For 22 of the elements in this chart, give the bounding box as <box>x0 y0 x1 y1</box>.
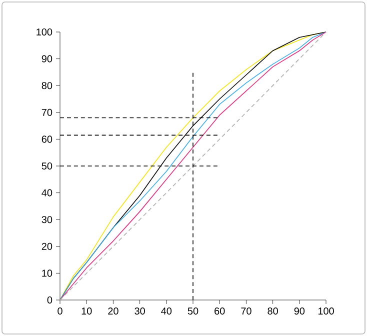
x-tick-label: 20 <box>108 308 118 315</box>
x-tick-label: 90 <box>294 308 305 315</box>
y-tick-label: 10 <box>42 270 52 277</box>
y-tick-label: 20 <box>42 242 52 250</box>
x-tick-label: 50 <box>188 308 198 315</box>
x-tick-label: 40 <box>161 308 172 315</box>
y-tick-label: 70 <box>42 108 52 116</box>
y-tick-label: 60 <box>42 136 52 143</box>
y-tick-label: 50 <box>42 162 52 170</box>
x-tick-label: 70 <box>241 308 252 315</box>
x-tick-label: 0 <box>58 308 62 315</box>
x-tick-label: 60 <box>214 308 225 315</box>
y-tick-label: 80 <box>42 82 52 90</box>
y-tick-label: 40 <box>42 189 52 196</box>
x-tick-label: 80 <box>268 308 278 315</box>
y-tick-label: 90 <box>42 55 52 62</box>
x-tick-label: 100 <box>318 308 334 315</box>
y-tick-label: 0 <box>47 296 52 304</box>
x-tick-label: 30 <box>134 308 145 315</box>
y-tick-label: 100 <box>36 28 52 36</box>
x-tick-label: 10 <box>82 308 92 315</box>
y-tick-label: 30 <box>42 216 52 224</box>
